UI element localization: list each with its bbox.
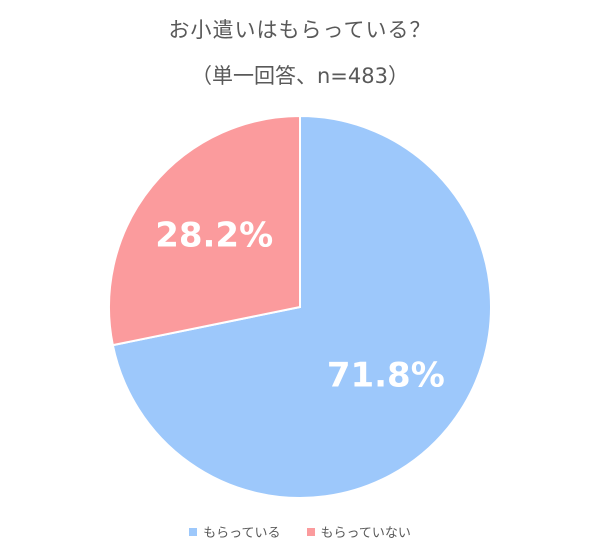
legend-item-not-receiving: もらっていない bbox=[306, 522, 411, 541]
data-label-not-receiving: 28.2% bbox=[155, 215, 273, 255]
chart-title: お小遣いはもらっている？ bbox=[168, 18, 432, 42]
data-label-receiving: 71.8% bbox=[327, 356, 445, 396]
slice-not-receiving bbox=[108, 114, 301, 347]
legend-item-receiving: もらっている bbox=[189, 522, 281, 541]
legend-swatch-receiving bbox=[189, 527, 198, 536]
legend-label-not-receiving: もらっていない bbox=[320, 526, 411, 541]
legend: もらっている もらっていない bbox=[0, 522, 600, 541]
legend-swatch-not-receiving bbox=[306, 527, 315, 536]
legend-label-receiving: もらっている bbox=[203, 526, 281, 541]
chart-subtitle: （単一回答、n=483） bbox=[191, 64, 409, 88]
slice-receiving bbox=[111, 114, 492, 499]
